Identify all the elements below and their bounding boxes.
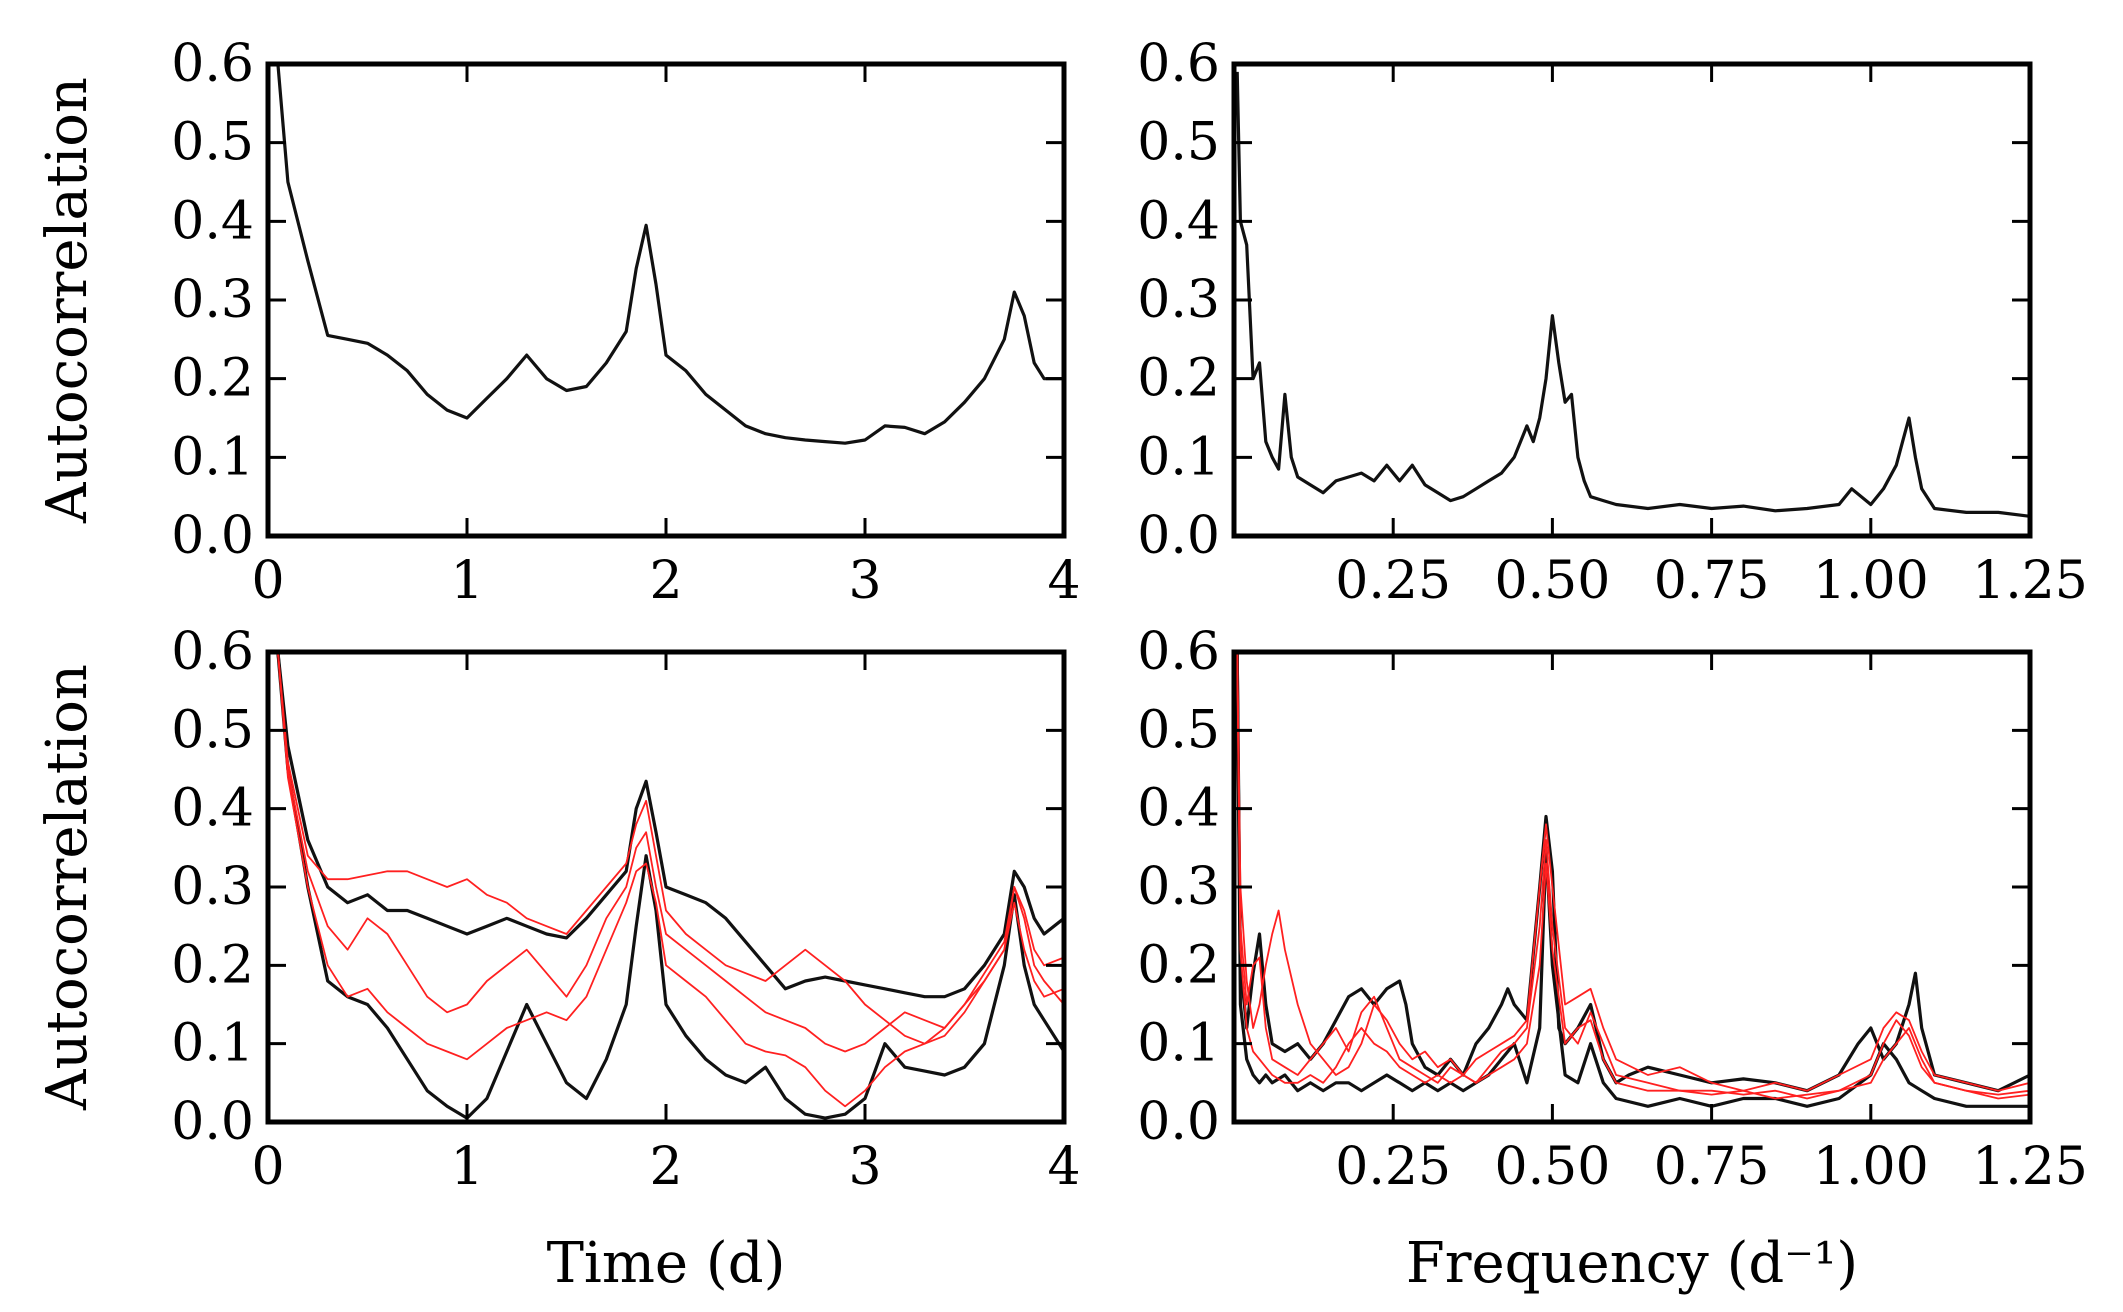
y-tick-label: 0.5 [171,700,254,760]
x-tick-label: 0 [251,1137,284,1197]
y-tick-label: 0.2 [1137,935,1220,995]
series-line-red-3 [277,652,1064,1108]
x-tick-label: 0.75 [1654,551,1770,611]
x-tick-label: 2 [649,551,682,611]
x-tick-label: 0.75 [1654,1137,1770,1197]
x-tick-label: 1.25 [1972,551,2088,611]
x-tick-label: 1 [450,551,483,611]
panel-top-left: 0.0 0.1 0.2 0.3 0.4 0.5 0.6 0 1 2 3 4 Autocorrelatio… [35,34,1081,611]
x-tick-label: 1.00 [1813,1137,1929,1197]
y-tick-label: 0.2 [1137,349,1220,409]
x-tick-label: 1.25 [1972,1137,2088,1197]
y-tick-label: 0.4 [1137,191,1220,251]
x-tick-label: 2 [649,1137,682,1197]
x-tick-label: 4 [1047,551,1080,611]
y-tick-label: 0.1 [1137,1014,1220,1074]
series-line-black-upper [276,652,1064,999]
x-axis-title: Frequency (d⁻¹) [1406,1231,1858,1296]
series-line-red-3 [1236,652,2030,1100]
y-tick-label: 0.2 [171,349,254,409]
axes-frame [1231,649,2033,1125]
x-tick-label: 1.00 [1813,551,1929,611]
series-line-red-1 [277,652,1064,1045]
x-tick-label: 0.50 [1495,1137,1611,1197]
x-tick-label: 4 [1047,1137,1080,1197]
x-tick-label: 0.25 [1335,551,1451,611]
y-tick-label: 0.1 [1137,427,1220,487]
y-tick-label: 0.6 [171,622,254,682]
y-tick-label: 0.3 [1137,270,1220,330]
y-tick-label: 0.1 [171,427,254,487]
y-tick-label: 0.3 [171,857,254,917]
y-tick-label: 0.2 [171,935,254,995]
panel-bottom-left: 0.0 0.1 0.2 0.3 0.4 0.5 0.6 0 1 2 3 4 Autocorrelatio… [35,622,1081,1296]
y-tick-label: 0.5 [1137,700,1220,760]
axes-frame [265,61,1067,539]
x-tick-label: 0 [251,551,284,611]
y-tick-label: 0.6 [1137,34,1220,94]
y-tick-label: 0.3 [1137,857,1220,917]
x-tick-label: 3 [848,551,881,611]
panel-bottom-right: 0.0 0.1 0.2 0.3 0.4 0.5 0.6 0.25 0.50 0.75 1.00 1.2… [1137,622,2088,1296]
y-tick-label: 0.4 [171,779,254,839]
y-tick-label: 0.3 [171,270,254,330]
series-line-black-lower [1235,652,2030,1108]
y-axis-title: Autocorrelation [35,664,100,1111]
axes-frame [1231,61,2033,539]
y-tick-label: 0.5 [171,113,254,173]
y-tick-label: 0.6 [1137,622,1220,682]
axes-frame [265,649,1067,1125]
y-tick-label: 0.0 [1137,506,1220,566]
y-tick-label: 0.0 [1137,1092,1220,1152]
series-line-red-2 [1236,652,2030,1100]
y-tick-label: 0.0 [171,1092,254,1152]
y-axis-title: Autocorrelation [35,77,100,524]
series-line-black-lower [276,652,1064,1120]
y-tick-label: 0.6 [171,34,254,94]
y-tick-label: 0.1 [171,1014,254,1074]
x-tick-label: 3 [848,1137,881,1197]
series-line-red-1 [1236,652,2030,1092]
y-tick-label: 0.5 [1137,113,1220,173]
series-line-black-1 [276,64,1064,445]
y-tick-label: 0.4 [1137,779,1220,839]
x-tick-label: 0.25 [1335,1137,1451,1197]
series-line-red-2 [277,652,1064,1053]
panel-top-right: 0.0 0.1 0.2 0.3 0.4 0.5 0.6 0.25 0.50 0.75 1.00 1.2… [1137,34,2088,611]
x-tick-label: 1 [450,1137,483,1197]
y-tick-label: 0.4 [171,191,254,251]
x-tick-label: 0.50 [1495,551,1611,611]
y-tick-label: 0.0 [171,506,254,566]
x-axis-title: Time (d) [547,1231,786,1296]
series-line-black-1 [1235,71,2030,518]
